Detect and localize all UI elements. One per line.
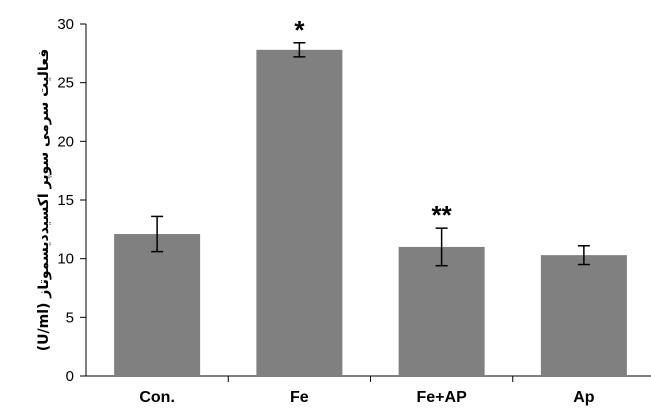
annotations: *** bbox=[294, 15, 452, 230]
significance-annotation: * bbox=[294, 15, 305, 45]
y-tick-label: 0 bbox=[66, 368, 74, 385]
y-axis-label: فعالیت سرمی سوپر اکسیددیسموتاز (U/ml) bbox=[36, 49, 52, 352]
y-tick-label: 5 bbox=[66, 309, 74, 326]
x-category-label: Ap bbox=[573, 389, 595, 406]
x-category-label: Con. bbox=[139, 389, 175, 406]
bar bbox=[540, 255, 627, 376]
bar bbox=[398, 246, 485, 376]
significance-annotation: ** bbox=[432, 200, 453, 230]
error-bars bbox=[151, 42, 590, 267]
x-category-label: Fe+AP bbox=[417, 389, 468, 406]
x-category-label: Fe bbox=[290, 389, 309, 406]
y-tick-label: 20 bbox=[57, 133, 74, 150]
y-tick-label: 10 bbox=[57, 251, 74, 268]
bar bbox=[256, 49, 343, 377]
y-tick-label: 30 bbox=[57, 16, 74, 33]
bars bbox=[114, 49, 627, 377]
labels: 0 5 10 15 20 25 30 Con. Fe Fe+AP Ap bbox=[57, 16, 594, 406]
y-tick-label: 15 bbox=[57, 192, 74, 209]
y-tick-label: 25 bbox=[57, 75, 74, 92]
bar bbox=[114, 234, 201, 376]
